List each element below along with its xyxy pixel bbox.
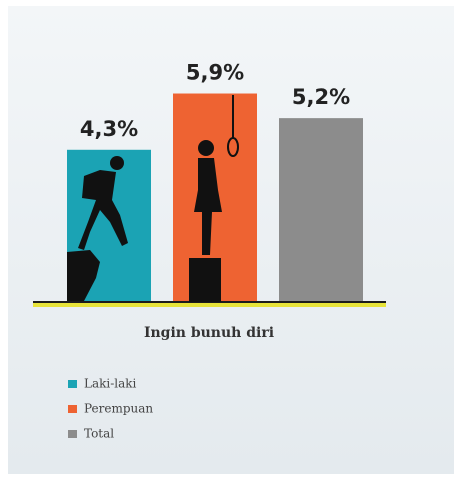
cliff: [67, 250, 100, 301]
legend: Laki-laki Perempuan Total: [68, 377, 153, 441]
x-category-label: Ingin bunuh diri: [144, 325, 274, 341]
legend-swatch: [68, 430, 77, 438]
value-label: 4,3%: [80, 117, 138, 141]
value-label: 5,9%: [186, 61, 244, 85]
head: [198, 140, 214, 156]
noose: [227, 137, 239, 157]
legend-label: Total: [84, 427, 114, 441]
bar: [279, 118, 363, 301]
bars: [67, 93, 363, 302]
legend-label: Laki-laki: [84, 377, 137, 391]
head: [110, 156, 124, 170]
figure-male: [78, 170, 128, 250]
figure-female: [194, 158, 222, 255]
stool: [189, 258, 221, 302]
silhouettes: [67, 95, 239, 302]
legend-swatch: [68, 380, 77, 388]
value-label: 5,2%: [292, 85, 350, 109]
legend-label: Perempuan: [84, 402, 153, 416]
legend-swatch: [68, 405, 77, 413]
